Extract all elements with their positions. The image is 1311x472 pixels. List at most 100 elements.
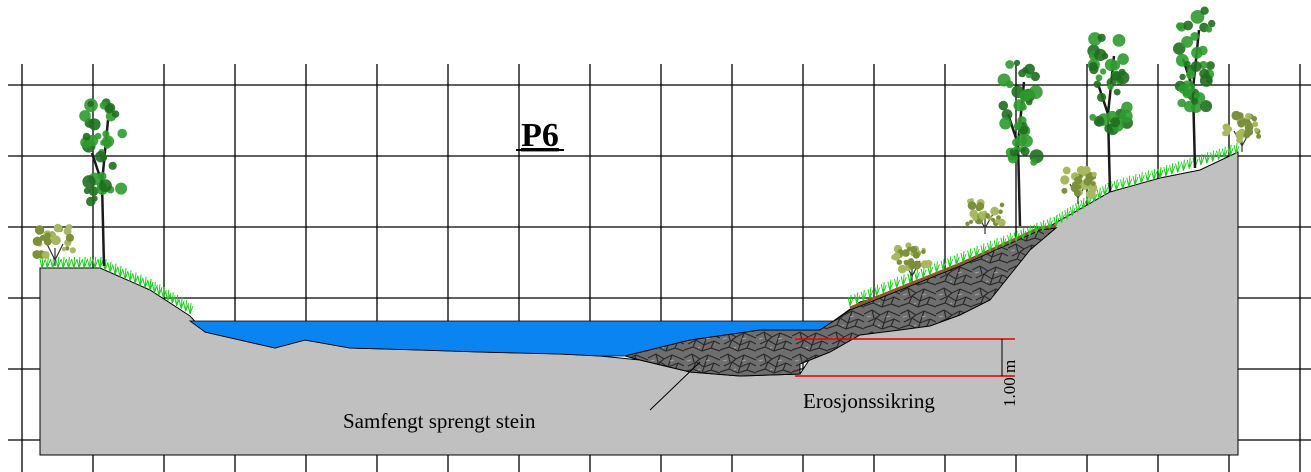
tree — [997, 59, 1044, 227]
grass-tuft — [142, 276, 149, 288]
grass-tuft — [112, 263, 119, 275]
grass-tuft — [122, 267, 129, 280]
grass-tuft — [1096, 187, 1103, 199]
grass-tuft — [1126, 175, 1133, 187]
grass-tuft — [1020, 227, 1027, 240]
grass-tuft — [947, 256, 954, 268]
grass-tuft — [86, 256, 93, 269]
tree — [1173, 6, 1216, 169]
grass-tuft — [940, 258, 947, 271]
grass-tuft — [1180, 159, 1187, 171]
tree — [1087, 32, 1133, 193]
grass-tuft — [1006, 233, 1013, 245]
grass-tuft — [993, 238, 1000, 250]
grass-tuft — [55, 256, 62, 269]
grass-tuft — [1069, 204, 1076, 216]
grass-tuft — [1204, 152, 1211, 164]
tree — [79, 98, 128, 267]
grass-tuft — [967, 248, 974, 260]
grass-tuft — [1151, 168, 1158, 180]
grass-tuft — [887, 279, 894, 291]
grass-tuft — [151, 281, 158, 293]
grass-tuft — [107, 261, 114, 273]
ground-profile — [39, 151, 1239, 456]
grass-tuft — [1013, 230, 1020, 242]
grass-tuft — [65, 256, 72, 269]
grass-tuft — [933, 261, 940, 273]
tree-icon — [79, 6, 1216, 267]
grass-tuft — [880, 282, 887, 294]
grass-tuft — [71, 256, 78, 269]
grass-tuft — [44, 256, 51, 269]
dimension-lines — [795, 338, 1015, 377]
grass-tuft — [860, 289, 867, 302]
grass-tuft — [973, 245, 980, 258]
shrub — [1060, 165, 1098, 204]
grass-tuft — [92, 256, 99, 269]
shrub — [965, 198, 1006, 234]
erosion-protection-label: Erosjonssikring — [803, 389, 935, 413]
grass-tuft — [1175, 161, 1182, 173]
grass-tuft — [178, 297, 185, 309]
grass-tuft — [76, 256, 83, 269]
grass-tuft — [1233, 142, 1240, 155]
grass-tuft — [1113, 179, 1120, 191]
fill-material-pointer — [649, 361, 701, 411]
grass-tuft — [156, 284, 163, 296]
grass-tuft — [987, 240, 994, 252]
grass-tuft — [117, 265, 124, 277]
grass-tuft — [1058, 211, 1065, 223]
grass-tuft — [1198, 154, 1205, 166]
grass-tuft — [1000, 235, 1007, 247]
grass-tuft — [1138, 172, 1145, 184]
grass-tuft — [900, 274, 907, 286]
grass-tuft — [1227, 144, 1234, 157]
grass-tuft — [127, 270, 134, 282]
grass-tuft — [980, 243, 987, 255]
grass-tuft — [1080, 197, 1087, 210]
grass-tuft — [1186, 157, 1193, 169]
shrub — [1222, 110, 1262, 152]
grass-tuft — [1210, 150, 1217, 162]
grass-tuft — [854, 292, 861, 304]
grass-tuft — [1169, 163, 1176, 175]
grass-tuft — [187, 302, 194, 315]
dimension-label: 1.00 m — [1000, 360, 1019, 407]
grass-tuft — [960, 251, 967, 263]
grass-tuft — [160, 286, 167, 299]
grass-tuft — [1102, 184, 1109, 196]
grass-tuft — [1046, 217, 1053, 229]
grass-tuft — [147, 278, 154, 291]
grass-tuft — [1221, 146, 1228, 158]
shrub — [891, 242, 933, 282]
fill-material-label: Samfengt sprengt stein — [343, 409, 536, 433]
grass-tuft — [867, 287, 874, 299]
grass-tuft — [1132, 173, 1139, 186]
grass-tuft — [174, 294, 181, 307]
grass-tuft — [1040, 220, 1047, 232]
grass-tuft — [1026, 225, 1033, 237]
grass-tuft — [1053, 214, 1060, 227]
grass-tuft — [953, 253, 960, 265]
shrub-icon — [32, 110, 1262, 282]
grass-tuft — [1157, 166, 1164, 179]
grass-tuft — [847, 294, 854, 307]
grass-tuft — [1064, 208, 1071, 220]
grass-tuft — [894, 276, 900, 289]
grass-tuft — [183, 300, 190, 312]
topsoil-strip — [849, 224, 1057, 310]
grass-tuft — [913, 269, 920, 281]
riprap-erosion-protection — [624, 227, 1058, 377]
grass-icon — [39, 142, 1240, 315]
grass-tuft — [874, 284, 881, 296]
grass-tuft — [60, 256, 67, 269]
grass-tuft — [81, 256, 88, 269]
shrub — [32, 223, 76, 266]
grass-tuft — [920, 266, 927, 278]
grass-tuft — [1215, 148, 1222, 160]
grass-tuft — [97, 256, 104, 269]
grass-tuft — [39, 256, 46, 269]
grass-tuft — [169, 292, 176, 304]
diagram-title: P6 — [521, 117, 559, 154]
